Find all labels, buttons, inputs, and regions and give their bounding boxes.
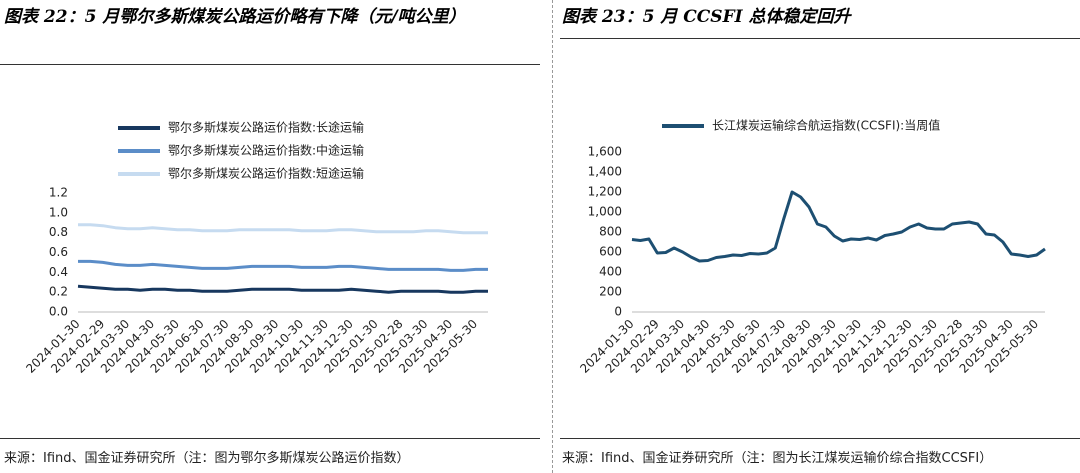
title-rule: [560, 38, 1080, 39]
y-tick-label: 0.6: [49, 245, 68, 259]
y-tick-label: 0.2: [49, 285, 68, 299]
y-tick-label: 1,200: [588, 185, 622, 199]
divider: [552, 0, 553, 473]
chart-title: 图表 23：5 月 CCSFI 总体稳定回升: [562, 7, 851, 27]
chart: 0.00.20.40.60.81.01.22024-01-302024-02-2…: [23, 120, 488, 376]
y-tick-label: 0.4: [49, 265, 68, 279]
y-tick-label: 200: [599, 285, 622, 299]
series-line: [78, 223, 488, 235]
series-line: [631, 190, 1046, 263]
y-tick-label: 1.0: [49, 205, 68, 219]
y-tick-label: 1,000: [588, 205, 622, 219]
y-tick-label: 400: [599, 265, 622, 279]
y-tick-label: 1,600: [588, 145, 622, 159]
y-tick-label: 1,400: [588, 165, 622, 179]
series-line: [78, 259, 488, 272]
source-rule: [0, 438, 540, 439]
legend-label: 长江煤炭运输综合航运指数(CCSFI):当周值: [712, 118, 940, 133]
source-note: 来源：Ifind、国金证券研究所（注：图为长江煤炭运输价综合指数CCSFI）: [562, 451, 993, 466]
y-tick-label: 600: [599, 245, 622, 259]
chart-title: 图表 22：5 月鄂尔多斯煤炭公路运价略有下降（元/吨公里）: [4, 7, 466, 27]
series-line: [77, 284, 488, 294]
y-tick-label: 0: [614, 305, 622, 319]
source-rule: [560, 438, 1080, 439]
legend-label: 鄂尔多斯煤炭公路运价指数:中途运输: [168, 143, 364, 158]
chart: 02004006008001,0001,2001,4001,6002024-01…: [577, 118, 1046, 376]
y-tick-label: 1.2: [49, 186, 68, 200]
y-tick-label: 0.8: [49, 225, 68, 239]
title-rule: [0, 64, 540, 65]
y-tick-label: 0.0: [49, 305, 68, 319]
source-note: 来源：Ifind、国金证券研究所（注：图为鄂尔多斯煤炭公路运价指数）: [4, 451, 410, 466]
legend-label: 鄂尔多斯煤炭公路运价指数:长途运输: [168, 120, 364, 135]
legend-label: 鄂尔多斯煤炭公路运价指数:短途运输: [168, 166, 364, 181]
y-tick-label: 800: [599, 225, 622, 239]
